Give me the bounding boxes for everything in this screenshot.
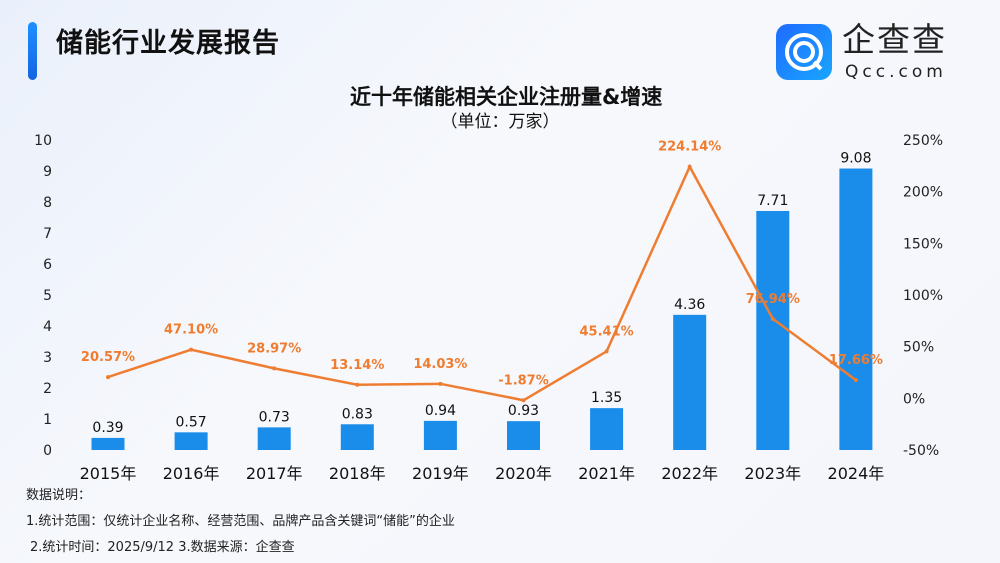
right-axis-tick: 0% bbox=[903, 391, 925, 407]
notes-line-1: 1.统计范围：仅统计企业名称、经营范围、品牌产品含关键词“储能”的企业 bbox=[26, 514, 455, 529]
left-axis-tick: 3 bbox=[43, 350, 52, 366]
x-axis-tick: 2018年 bbox=[329, 464, 386, 483]
growth-point bbox=[438, 381, 443, 386]
x-axis-tick: 2019年 bbox=[412, 464, 469, 483]
growth-label: 20.57% bbox=[81, 350, 135, 365]
bar-value-label: 0.94 bbox=[425, 403, 456, 419]
left-axis-tick: 8 bbox=[43, 195, 52, 211]
growth-line bbox=[107, 163, 857, 402]
title-accent-bar bbox=[28, 22, 37, 80]
bar-value-label: 0.73 bbox=[259, 409, 290, 425]
left-axis-tick: 6 bbox=[43, 257, 52, 273]
left-axis-tick: 0 bbox=[43, 443, 52, 459]
growth-label: 13.14% bbox=[330, 358, 384, 373]
growth-label: -1.87% bbox=[498, 373, 549, 388]
bar-2022年 bbox=[673, 314, 707, 450]
growth-label: 224.14% bbox=[658, 140, 721, 155]
left-axis-tick: 5 bbox=[43, 288, 52, 304]
bar-value-label: 7.71 bbox=[757, 193, 788, 209]
bar-value-label: 9.08 bbox=[840, 151, 871, 167]
growth-point bbox=[770, 316, 775, 321]
bar-2023年 bbox=[756, 210, 790, 450]
notes-heading: 数据说明： bbox=[26, 488, 92, 503]
right-axis-tick: -50% bbox=[903, 443, 939, 459]
x-axis-tick: 2023年 bbox=[744, 464, 801, 483]
right-axis-tick: 200% bbox=[903, 185, 943, 201]
right-axis-tick: 50% bbox=[903, 340, 934, 356]
bar-2015年 bbox=[91, 437, 125, 450]
growth-point bbox=[521, 398, 526, 403]
left-axis-tick: 10 bbox=[34, 133, 52, 149]
notes-line-2: 2.统计时间：2025/9/12 3.数据来源：企查查 bbox=[30, 540, 295, 555]
left-axis-tick: 7 bbox=[43, 226, 52, 242]
x-axis-tick: 2016年 bbox=[163, 464, 220, 483]
left-axis-tick: 2 bbox=[43, 381, 52, 397]
left-axis-tick: 9 bbox=[43, 164, 52, 180]
bar-value-label: 1.35 bbox=[591, 390, 622, 406]
growth-label: 17.66% bbox=[829, 353, 883, 368]
report-title: 储能行业发展报告 bbox=[56, 28, 280, 59]
bar-2019年 bbox=[423, 420, 457, 450]
right-axis-tick: 150% bbox=[903, 236, 943, 252]
bar-value-label: 0.83 bbox=[342, 406, 373, 422]
bar-2017年 bbox=[257, 427, 291, 450]
bar-2018年 bbox=[340, 424, 374, 450]
bar-2021年 bbox=[590, 408, 624, 450]
x-axis-tick: 2024年 bbox=[828, 464, 885, 483]
growth-point bbox=[272, 366, 277, 371]
growth-point bbox=[106, 375, 110, 380]
growth-label: 76.94% bbox=[746, 292, 800, 307]
x-axis-tick: 2021年 bbox=[578, 464, 635, 483]
growth-label: 14.03% bbox=[413, 357, 467, 372]
left-axis-tick: 4 bbox=[43, 319, 52, 335]
right-axis-tick: 250% bbox=[903, 133, 943, 149]
brand-name: 企查查 bbox=[842, 20, 947, 59]
qcc-logo-icon bbox=[776, 24, 832, 80]
bar-2024年 bbox=[839, 168, 873, 450]
brand-domain: Qcc.com bbox=[845, 62, 947, 82]
bar-value-label: 0.57 bbox=[176, 414, 207, 430]
x-axis-tick: 2022年 bbox=[661, 464, 718, 483]
growth-point bbox=[604, 349, 609, 354]
bar-value-label: 4.36 bbox=[674, 297, 705, 313]
bar-2016年 bbox=[174, 432, 208, 450]
bar-value-label: 0.39 bbox=[92, 420, 123, 436]
growth-label: 45.41% bbox=[580, 324, 634, 339]
x-axis-tick: 2017年 bbox=[246, 464, 303, 483]
growth-point bbox=[355, 382, 360, 387]
bar-value-label: 0.93 bbox=[508, 403, 539, 419]
growth-point bbox=[189, 347, 194, 352]
x-axis-tick: 2015年 bbox=[80, 464, 137, 483]
growth-point bbox=[853, 378, 858, 383]
growth-label: 47.10% bbox=[164, 323, 218, 338]
chart-subtitle: （单位：万家） bbox=[440, 112, 560, 132]
growth-label: 28.97% bbox=[247, 341, 301, 356]
left-axis-tick: 1 bbox=[43, 412, 52, 428]
chart-title: 近十年储能相关企业注册量&增速 bbox=[350, 85, 663, 109]
right-axis-tick: 100% bbox=[903, 288, 943, 304]
growth-point bbox=[687, 164, 692, 169]
bar-2020年 bbox=[507, 421, 540, 450]
x-axis-tick: 2020年 bbox=[495, 464, 552, 483]
